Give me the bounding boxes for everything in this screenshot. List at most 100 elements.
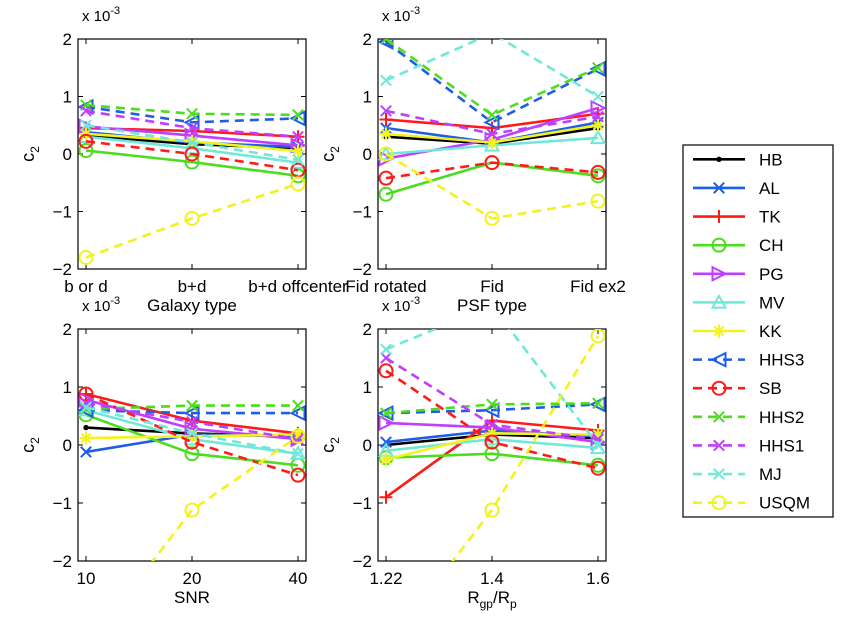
data-point xyxy=(484,434,500,450)
legend-label: HHS2 xyxy=(759,408,804,427)
x-tick-label: Fid ex2 xyxy=(570,277,626,296)
data-point xyxy=(590,164,606,180)
data-point xyxy=(184,210,200,226)
legend-label: HB xyxy=(759,150,783,169)
data-point xyxy=(590,99,606,117)
y-tick-label: 2 xyxy=(63,320,72,339)
data-point xyxy=(484,502,500,518)
y-tick-label: 2 xyxy=(63,30,72,49)
legend-entry-ch: CH xyxy=(693,236,784,255)
legend: HB AL TK CH PG MV KK HHS3 SB HHS2 HHS1 MJ USQM xyxy=(682,144,834,518)
data-point xyxy=(378,146,394,162)
legend-marker xyxy=(712,324,726,338)
y-tick-label: 0 xyxy=(63,436,72,455)
y-axis-label: c2 xyxy=(318,146,342,162)
y-tick-label: −1 xyxy=(53,494,72,513)
data-point xyxy=(78,143,94,159)
data-point xyxy=(290,176,306,192)
legend-entry-hb: HB xyxy=(693,150,783,169)
series-line-mj xyxy=(385,39,599,98)
data-point xyxy=(78,250,94,265)
data-point xyxy=(486,127,498,140)
series-mj xyxy=(80,119,304,166)
data-point xyxy=(592,110,604,123)
y-tick-label: −2 xyxy=(353,260,372,279)
series-line-sb xyxy=(385,369,599,470)
data-point xyxy=(380,74,392,87)
data-point xyxy=(590,193,606,209)
legend-entry-sb: SB xyxy=(693,379,782,398)
data-point xyxy=(186,107,198,120)
data-point xyxy=(380,407,392,420)
data-point xyxy=(292,153,304,166)
series-line-hhs3 xyxy=(85,408,298,415)
y-axis-label: c2 xyxy=(18,437,42,453)
x-tick-label: 10 xyxy=(77,569,96,588)
data-point xyxy=(483,402,500,419)
data-point xyxy=(592,90,604,103)
x-tick-label: 1.4 xyxy=(480,569,504,588)
data-point xyxy=(78,386,94,402)
y-tick-label: −2 xyxy=(353,552,372,571)
data-point xyxy=(483,114,500,131)
legend-marker xyxy=(713,410,725,423)
data-point xyxy=(186,122,198,135)
series-usqm xyxy=(451,329,606,561)
legend-marker xyxy=(711,265,728,282)
data-point xyxy=(484,210,500,226)
x-tick-label: 40 xyxy=(289,569,308,588)
y-tick-label: 1 xyxy=(63,378,72,397)
data-point xyxy=(291,144,305,158)
y-axis-label: c2 xyxy=(18,146,42,162)
series-mj xyxy=(380,329,604,451)
legend-marker xyxy=(711,495,727,511)
series-mj xyxy=(80,401,304,460)
data-point xyxy=(378,414,395,432)
series-line-usqm xyxy=(385,152,599,220)
data-point xyxy=(183,114,200,131)
x-tick-label: 20 xyxy=(183,569,202,588)
x-tick-label: 1.6 xyxy=(586,569,610,588)
data-point xyxy=(379,127,393,141)
y-tick-label: 1 xyxy=(63,88,72,107)
data-point xyxy=(292,130,304,143)
legend-entry-pg: PG xyxy=(693,265,784,284)
series-hhs2 xyxy=(380,397,604,420)
legend-label: HHS1 xyxy=(759,436,804,455)
legend-marker xyxy=(716,156,722,163)
data-point xyxy=(186,136,198,149)
data-point xyxy=(589,396,606,413)
legend-entry-tk: TK xyxy=(693,208,781,227)
data-point xyxy=(378,186,394,202)
data-point xyxy=(485,136,499,149)
series-ch xyxy=(378,446,606,473)
data-point xyxy=(80,446,92,458)
x-tick-label: 1.22 xyxy=(369,569,402,588)
series-hhs1 xyxy=(380,104,604,140)
x-axis-label: Rgp/Rp xyxy=(467,588,517,611)
x-axis-label: SNR xyxy=(174,588,210,607)
legend-marker xyxy=(713,439,725,452)
legend-entry-hhs3: HHS3 xyxy=(693,351,804,370)
y-tick-label: 0 xyxy=(363,145,372,164)
data-area xyxy=(378,329,606,561)
data-point xyxy=(378,170,394,186)
series-line-mj xyxy=(385,329,600,446)
data-point xyxy=(380,352,392,364)
y-tick-label: 1 xyxy=(363,88,372,107)
x-tick-label: b+d xyxy=(178,277,207,296)
scale-factor-label: x 10-3 xyxy=(382,5,420,25)
data-point xyxy=(184,434,200,450)
data-point xyxy=(590,329,606,344)
series-hhs1 xyxy=(80,104,304,143)
y-axis-label: c2 xyxy=(318,437,342,453)
data-point xyxy=(80,397,92,410)
data-point xyxy=(290,467,306,483)
legend-entry-mj: MJ xyxy=(693,465,782,484)
legend-marker xyxy=(712,210,726,224)
series-hhs3 xyxy=(378,39,606,131)
data-point xyxy=(186,427,198,440)
data-area xyxy=(78,386,306,561)
series-hhs3 xyxy=(378,396,606,422)
